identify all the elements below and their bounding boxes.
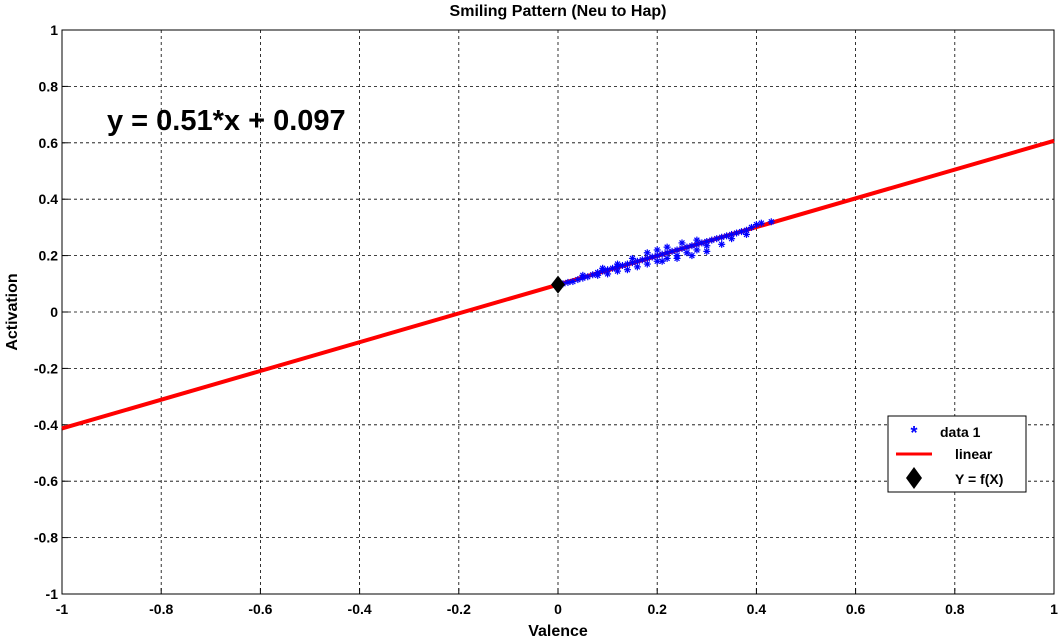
y-tick-label: 0.6 bbox=[39, 135, 59, 151]
data-point bbox=[757, 219, 765, 227]
data-point bbox=[614, 267, 622, 275]
data-point bbox=[708, 236, 716, 244]
x-tick-labels: -1 -0.8 -0.6 -0.4 -0.2 0 0.2 0.4 0.6 0.8 1 bbox=[56, 601, 1058, 617]
data-point bbox=[728, 235, 736, 243]
y-tick-label: -0.6 bbox=[34, 473, 58, 489]
y-tick-label: 0.4 bbox=[39, 191, 59, 207]
legend: * data 1 linear Y = f(X) bbox=[887, 415, 1027, 493]
y-tick-label: -0.8 bbox=[34, 530, 58, 546]
y-tick-label: 0 bbox=[50, 304, 58, 320]
data-point bbox=[752, 221, 760, 229]
data-point bbox=[723, 232, 731, 240]
data-point bbox=[678, 239, 686, 247]
data-point bbox=[688, 242, 696, 250]
data-point bbox=[594, 271, 602, 279]
data-point bbox=[703, 242, 711, 250]
fx-marker bbox=[551, 275, 565, 294]
data-point bbox=[668, 247, 676, 255]
data-point bbox=[653, 246, 661, 254]
legend-scatter-symbol: * bbox=[910, 423, 917, 443]
ticks bbox=[61, 29, 1055, 595]
data-point bbox=[703, 247, 711, 255]
data-point bbox=[623, 266, 631, 274]
data-point bbox=[589, 271, 597, 279]
y-tick-label: 0.8 bbox=[39, 78, 59, 94]
y-tick-label: 1 bbox=[50, 22, 58, 38]
data-point bbox=[643, 249, 651, 257]
legend-label-data1: data 1 bbox=[940, 424, 981, 440]
data-point bbox=[564, 278, 572, 286]
scatter-points bbox=[559, 218, 775, 288]
chart-title: Smiling Pattern (Neu to Hap) bbox=[450, 3, 667, 20]
data-point bbox=[688, 252, 696, 260]
data-point bbox=[663, 254, 671, 262]
x-tick-label: 1 bbox=[1050, 601, 1058, 617]
data-point bbox=[733, 229, 741, 237]
x-tick-label: -0.8 bbox=[149, 601, 173, 617]
data-point bbox=[658, 257, 666, 265]
y-axis-label: Activation bbox=[4, 273, 21, 350]
legend-label-linear: linear bbox=[955, 446, 993, 462]
x-tick-label: 0.2 bbox=[647, 601, 667, 617]
x-tick-label: -0.4 bbox=[348, 601, 372, 617]
y-tick-label: 0.2 bbox=[39, 248, 59, 264]
data-point bbox=[767, 218, 775, 226]
x-tick-label: -0.6 bbox=[248, 601, 272, 617]
x-tick-label: 0.4 bbox=[747, 601, 767, 617]
data-point bbox=[643, 260, 651, 268]
data-point bbox=[633, 263, 641, 271]
data-point bbox=[683, 249, 691, 257]
data-point bbox=[693, 246, 701, 254]
y-tick-label: -1 bbox=[46, 586, 59, 602]
data-point bbox=[604, 270, 612, 278]
x-tick-label: -0.2 bbox=[447, 601, 471, 617]
y-tick-labels: -1 -0.8 -0.6 -0.4 -0.2 0 0.2 0.4 0.6 0.8 1 bbox=[34, 22, 58, 602]
legend-label-fx: Y = f(X) bbox=[955, 471, 1003, 487]
data-point bbox=[718, 240, 726, 248]
data-point bbox=[742, 230, 750, 238]
y-tick-label: -0.2 bbox=[34, 360, 58, 376]
data-point bbox=[747, 223, 755, 231]
data-point bbox=[673, 254, 681, 262]
y-tick-label: -0.4 bbox=[34, 417, 58, 433]
x-tick-label: -1 bbox=[56, 601, 69, 617]
x-tick-label: 0.6 bbox=[846, 601, 866, 617]
legend-diamond-symbol bbox=[906, 467, 922, 489]
equation-annotation: y = 0.51*x + 0.097 bbox=[107, 105, 346, 137]
data-point bbox=[693, 236, 701, 244]
x-tick-label: 0 bbox=[554, 601, 562, 617]
fx-diamond-marker bbox=[551, 275, 565, 294]
data-point bbox=[718, 233, 726, 241]
data-point bbox=[663, 243, 671, 251]
data-point bbox=[614, 260, 622, 268]
data-point bbox=[628, 254, 636, 262]
x-axis-label: Valence bbox=[528, 623, 588, 640]
x-tick-label: 0.8 bbox=[945, 601, 965, 617]
data-point bbox=[599, 264, 607, 272]
